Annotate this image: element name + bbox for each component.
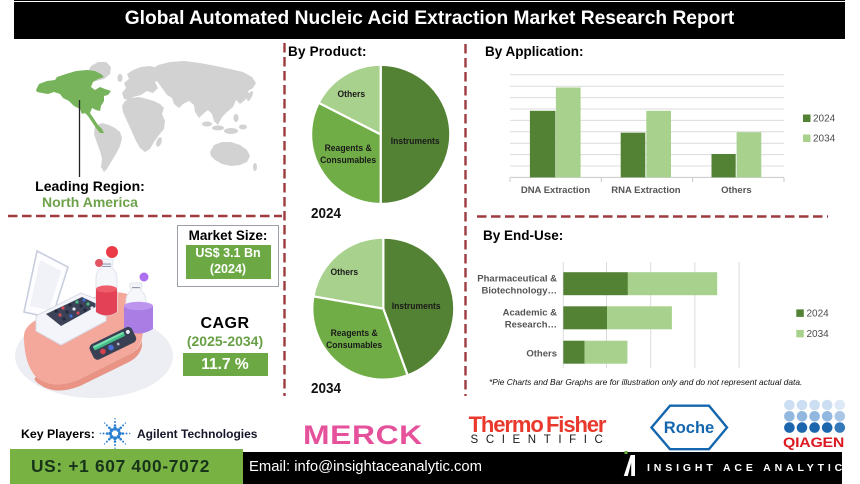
svg-text:2024: 2024 <box>807 309 830 320</box>
svg-text:RNA Extraction: RNA Extraction <box>611 185 681 196</box>
svg-text:2034: 2034 <box>813 134 836 145</box>
svg-text:Others: Others <box>526 349 557 360</box>
svg-text:Biotechnology…: Biotechnology… <box>482 286 557 297</box>
svg-text:2024: 2024 <box>813 114 836 125</box>
svg-text:DNA Extraction: DNA Extraction <box>521 185 591 196</box>
svg-text:Academic &: Academic & <box>503 308 558 319</box>
svg-text:2034: 2034 <box>807 329 830 340</box>
svg-text:Others: Others <box>721 185 752 196</box>
svg-text:Research…: Research… <box>505 320 557 331</box>
svg-text:Pharmaceutical &: Pharmaceutical & <box>477 274 557 285</box>
